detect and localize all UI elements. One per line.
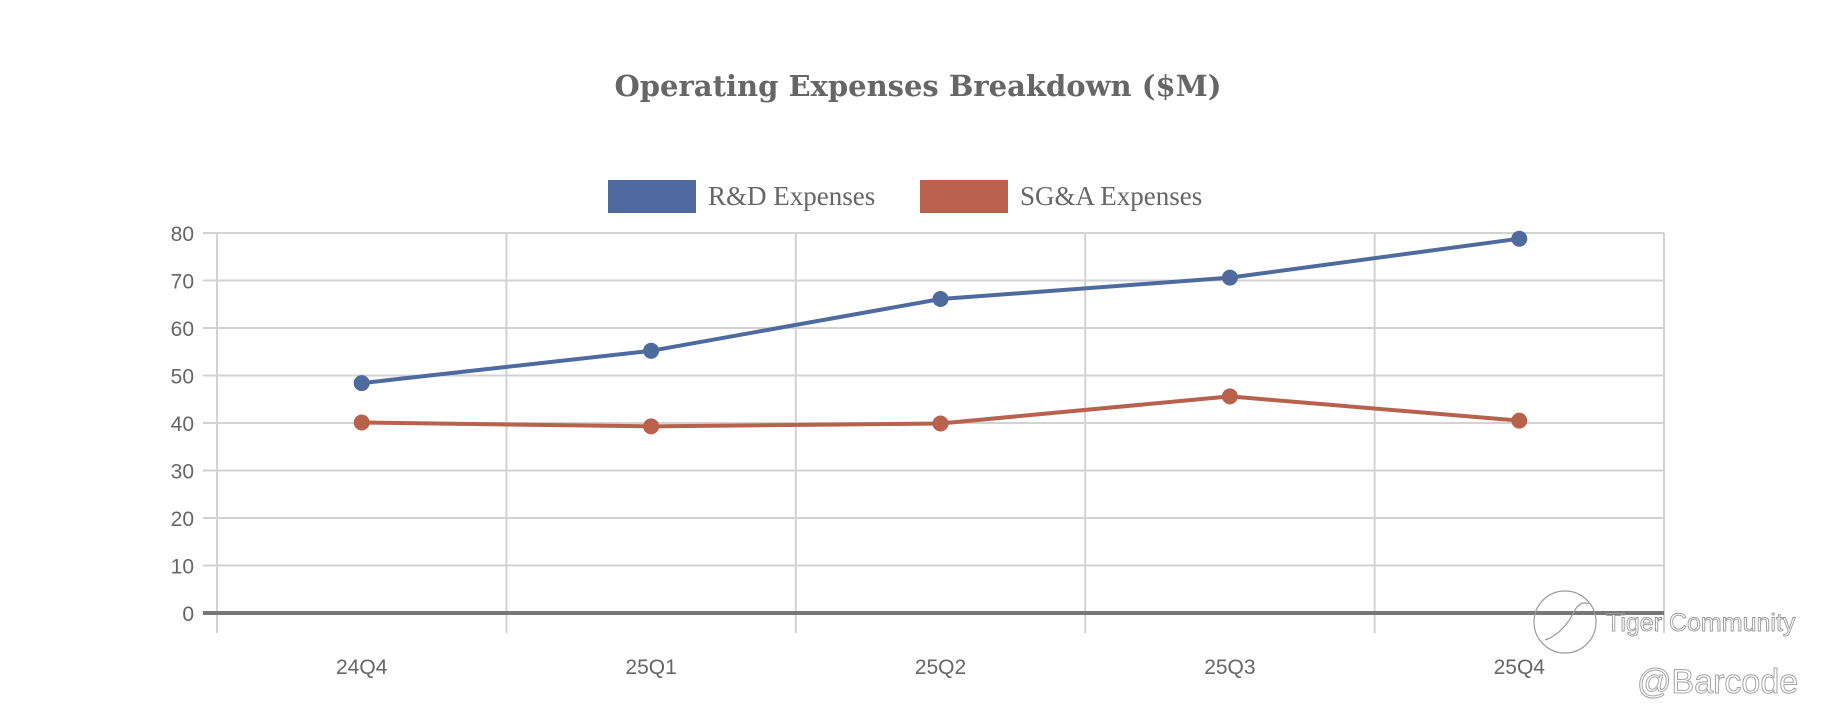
x-tick-label: 25Q4 <box>1494 656 1546 679</box>
series-r-d-expenses <box>353 230 1528 392</box>
grid <box>203 232 1665 633</box>
y-tick-label: 30 <box>171 461 194 484</box>
data-point <box>1511 230 1528 247</box>
watermark-brand: Tiger Community <box>1606 609 1796 637</box>
data-point <box>932 291 949 308</box>
data-point <box>1221 388 1238 405</box>
data-point <box>353 375 370 392</box>
data-point <box>1511 412 1528 429</box>
chart-title: Operating Expenses Breakdown ($M) <box>615 69 1222 103</box>
legend-label: SG&A Expenses <box>1020 181 1202 211</box>
y-tick-label: 40 <box>171 413 194 436</box>
data-point <box>1221 269 1238 286</box>
watermark-handle: @Barcode <box>1637 663 1798 701</box>
y-tick-label: 20 <box>171 508 194 531</box>
y-tick-label: 80 <box>171 223 194 246</box>
x-tick-label: 25Q3 <box>1204 656 1255 679</box>
legend-swatch <box>608 180 696 213</box>
axes: 0 10 20 30 40 50 60 70 80 24Q4 25Q1 25Q2 25Q3 25Q4 <box>171 223 1664 679</box>
series-sg-a-expenses <box>353 388 1528 435</box>
legend: R&D Expenses SG&A Expenses <box>608 180 1202 213</box>
x-tick-label: 25Q2 <box>915 656 966 679</box>
x-tick-label: 24Q4 <box>336 656 388 679</box>
y-tick-label: 50 <box>171 366 194 389</box>
legend-swatch <box>920 180 1008 213</box>
x-tick-label: 25Q1 <box>625 656 676 679</box>
y-tick-label: 0 <box>182 603 194 626</box>
data-point <box>643 418 660 435</box>
watermark: Tiger Community @Barcode <box>1533 590 1799 702</box>
tiger-logo-icon <box>1533 590 1597 654</box>
legend-label: R&D Expenses <box>708 181 875 211</box>
data-point <box>353 414 370 431</box>
series-layer <box>353 230 1528 435</box>
tiger-logo-stroke-icon <box>1544 602 1590 641</box>
y-tick-label: 10 <box>171 556 194 579</box>
y-tick-label: 70 <box>171 271 194 294</box>
series-line <box>361 236 1520 386</box>
y-tick-label: 60 <box>171 318 194 341</box>
data-point <box>932 415 949 432</box>
data-point <box>643 342 660 359</box>
